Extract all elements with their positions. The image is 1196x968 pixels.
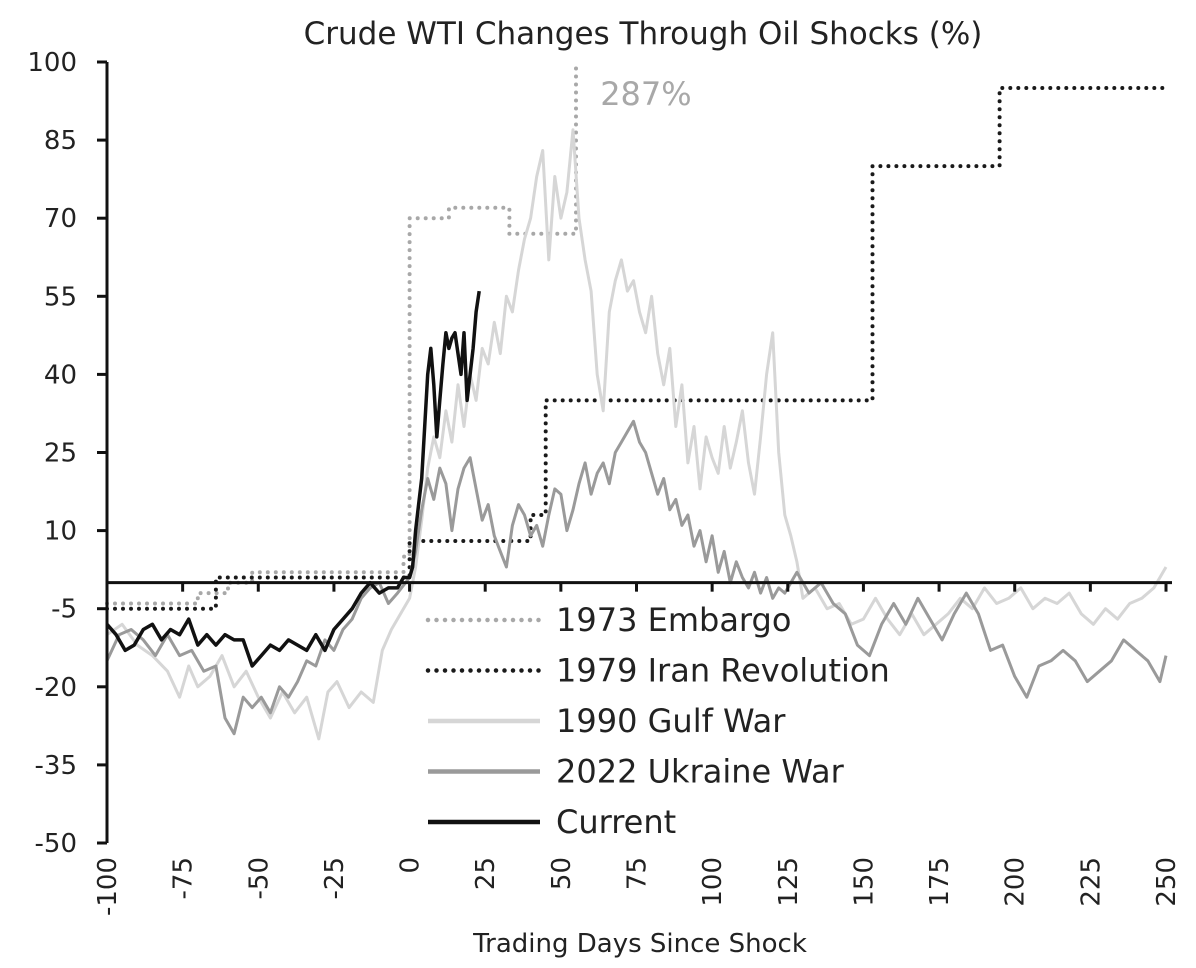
legend-label-2022-ukraine-war: 2022 Ukraine War	[556, 753, 845, 791]
legend-label-1990-gulf-war: 1990 Gulf War	[556, 702, 786, 740]
x-tick-label: 75	[623, 857, 653, 890]
chart-title: Crude WTI Changes Through Oil Shocks (%)	[304, 16, 983, 52]
series-line-1973-embargo	[105, 60, 578, 606]
x-tick-label: 250	[1152, 857, 1182, 907]
x-tick-label: 150	[849, 857, 879, 907]
x-tick-label: 225	[1076, 857, 1106, 907]
chart-annotation: 287%	[600, 75, 691, 113]
legend: 1973 Embargo 1979 Iran Revolution 1990 Gul…	[425, 601, 890, 841]
x-tick-label: 125	[774, 857, 804, 907]
series-line-1990-gulf-war	[106, 128, 1168, 741]
y-tick-label: -20	[35, 673, 77, 703]
x-tick-label: 50	[547, 857, 577, 890]
series-layer	[105, 60, 1168, 741]
x-tick-label: -100	[93, 857, 123, 916]
y-tick-label: 85	[44, 126, 77, 156]
series-line-1979-iran-revolution	[105, 86, 1168, 611]
x-tick-label: 175	[925, 857, 955, 907]
x-tick-label: -50	[244, 857, 274, 899]
x-tick-label: 25	[471, 857, 501, 890]
y-tick-label: 70	[44, 204, 77, 234]
x-ticks: -100 -75 -50 -25 0 25 50 75 100 125 150 175 200 225 25…	[93, 582, 1182, 916]
x-tick-label: 0	[396, 857, 426, 874]
y-tick-label: -5	[51, 595, 77, 625]
y-tick-label: -35	[35, 751, 77, 781]
x-tick-label: 100	[698, 857, 728, 907]
series-line-current	[105, 290, 481, 668]
y-tick-label: 25	[44, 439, 77, 469]
x-tick-label: -75	[169, 857, 199, 899]
legend-label-1979-iran-revolution: 1979 Iran Revolution	[556, 652, 890, 690]
x-tick-label: -25	[320, 857, 350, 899]
y-tick-label: -50	[35, 829, 77, 859]
legend-label-current: Current	[556, 803, 676, 841]
x-tick-label: 200	[1001, 857, 1031, 907]
y-tick-label: 40	[44, 360, 77, 390]
y-tick-label: 10	[44, 517, 77, 547]
x-axis-title: Trading Days Since Shock	[472, 929, 807, 959]
y-ticks: 100 85 70 55 40 25 10 -5 -20 -35 -50	[27, 48, 107, 859]
y-tick-label: 100	[27, 48, 77, 78]
legend-label-1973-embargo: 1973 Embargo	[556, 601, 791, 639]
y-tick-label: 55	[44, 282, 77, 312]
